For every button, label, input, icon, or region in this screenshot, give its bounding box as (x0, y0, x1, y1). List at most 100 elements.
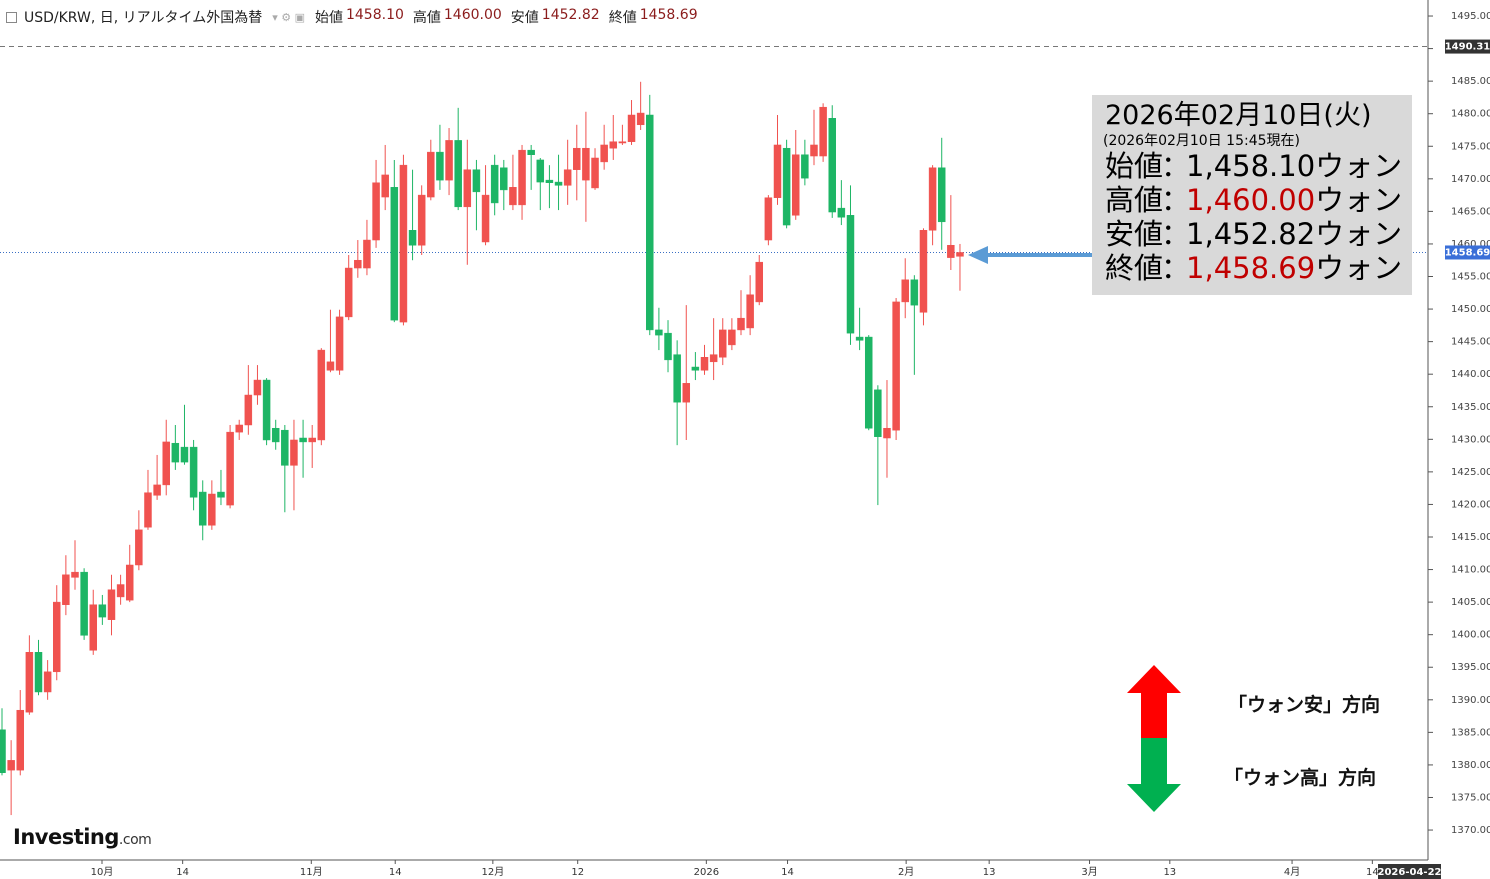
candle-body (335, 316, 344, 371)
candle-body (399, 164, 408, 323)
header-label: 始値 (314, 10, 343, 26)
candle-body (554, 181, 563, 186)
header-value: 1452.82 (541, 7, 600, 23)
logo-suffix: .com (118, 832, 152, 848)
candle-body (281, 429, 289, 466)
header-label: 終値 (608, 10, 637, 26)
info-sep: ： (1161, 183, 1191, 217)
info-row: 始値：1,458.10ウォン (1105, 149, 1412, 183)
info-subtitle: (2026年02月10日 15:45現在) (1103, 133, 1300, 149)
date-box (1378, 864, 1441, 879)
candle-body (208, 493, 216, 526)
candle-body (62, 574, 70, 605)
y-tick-label: 1475.00 (1451, 141, 1490, 152)
down-arrow (1127, 738, 1181, 812)
header-icons[interactable]: ▾ ⚙ ▣ (272, 10, 305, 24)
info-label: 終値 (1105, 251, 1164, 285)
x-tick-label: 13 (983, 867, 996, 878)
info-row: 高値：1,460.00ウォン (1105, 183, 1412, 217)
header-label: 高値 (412, 10, 441, 26)
info-sep: ： (1161, 251, 1191, 285)
candle-body (509, 187, 517, 206)
candle-body (910, 279, 919, 306)
candle-body (600, 144, 608, 163)
candle-body (144, 492, 152, 528)
y-tick-label: 1395.00 (1451, 662, 1490, 673)
y-tick-label: 1460.00 (1451, 239, 1490, 250)
candle-body (135, 529, 143, 566)
info-value: 1,452.82 (1186, 217, 1316, 251)
axis-panel (1428, 0, 1490, 879)
candle-body (472, 169, 481, 193)
y-tick-label: 1470.00 (1451, 174, 1490, 185)
info-row: 安値：1,452.82ウォン (1105, 217, 1412, 251)
candle-body (171, 442, 180, 463)
candle-body (217, 491, 225, 498)
x-tick-label: 14 (781, 867, 794, 878)
info-sep: ： (1161, 217, 1191, 251)
candle-body (573, 147, 581, 170)
candle-body (98, 604, 107, 618)
pointer-arrow-head (968, 246, 988, 264)
candle-body (253, 379, 262, 396)
candle-body (107, 589, 116, 620)
candle-body (226, 431, 234, 506)
header-items: 始値 1458.10 高値 1460.00 安値 1452.82 終値 1458.69 (315, 7, 704, 27)
candle-body (892, 301, 900, 431)
info-title: 2026年02月10日(火) (1105, 100, 1372, 131)
x-tick-label: 10月 (91, 866, 114, 878)
high-line-label: 1490.31 (1445, 42, 1490, 53)
candle-body (436, 151, 444, 181)
candle-body (655, 329, 663, 336)
candle-body (636, 112, 645, 126)
candle-body (262, 379, 271, 441)
candle-body (646, 114, 654, 331)
info-value: 1,458.69 (1186, 251, 1316, 285)
candle-body (673, 354, 681, 403)
price-line-label: 1458.69 (1445, 247, 1490, 258)
collapse-icon[interactable] (6, 11, 17, 23)
annotation: 「ウォン高」方向 (1224, 767, 1377, 789)
x-tick-label: 11月 (300, 866, 323, 878)
candle-body (290, 439, 298, 466)
candle-body (591, 157, 599, 189)
x-tick-label: 14 (389, 867, 402, 878)
candle-body (746, 294, 754, 329)
candle-body (864, 336, 873, 429)
candle-body (810, 144, 818, 157)
candle-body (198, 491, 207, 526)
y-tick-label: 1425.00 (1451, 467, 1490, 478)
candle-body (180, 446, 189, 463)
candle-body (691, 366, 700, 371)
header-value: 1460.00 (443, 7, 502, 23)
header-value: 1458.10 (345, 7, 404, 23)
candle-body (71, 571, 79, 578)
candle-body (956, 252, 964, 257)
y-tick-label: 1370.00 (1451, 825, 1490, 836)
candle-body (874, 389, 882, 437)
logo-main: Investing (13, 825, 119, 849)
price-line-box (1445, 245, 1490, 260)
candle-body (25, 652, 34, 713)
candle-body (709, 354, 718, 363)
info-row: 終値：1,458.69ウォン (1105, 251, 1412, 285)
candle-body (563, 169, 572, 186)
y-tick-label: 1385.00 (1451, 727, 1490, 738)
candle-body (153, 484, 161, 496)
y-tick-label: 1390.00 (1451, 695, 1490, 706)
info-unit: ウォン (1315, 251, 1403, 285)
info-unit: ウォン (1315, 217, 1403, 251)
y-tick-label: 1440.00 (1451, 369, 1490, 380)
candle-body (545, 179, 554, 183)
candle-body (363, 239, 371, 269)
candle-body (846, 215, 855, 334)
candle-body (445, 140, 453, 181)
candle-body (244, 394, 253, 426)
candle-body (454, 140, 462, 208)
candle-body (837, 207, 846, 218)
y-tick-label: 1495.00 (1451, 11, 1490, 22)
candle-body (737, 317, 745, 331)
candle-body (536, 159, 545, 183)
candle-body (801, 154, 809, 179)
